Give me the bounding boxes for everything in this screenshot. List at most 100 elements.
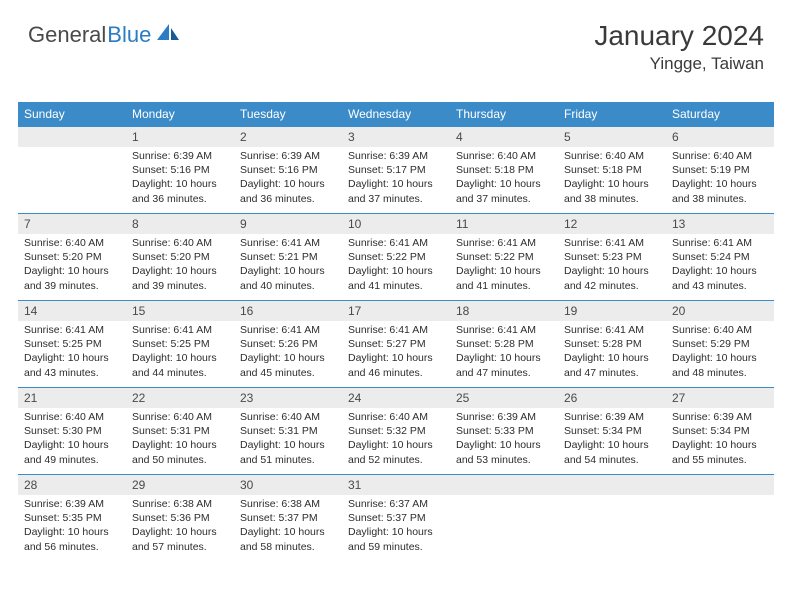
calendar-day-cell xyxy=(666,475,774,561)
day-number: 6 xyxy=(666,127,774,147)
sunset-text: Sunset: 5:18 PM xyxy=(564,163,660,177)
daylight-text: Daylight: 10 hours and 52 minutes. xyxy=(348,438,444,466)
sunset-text: Sunset: 5:22 PM xyxy=(348,250,444,264)
day-details: Sunrise: 6:39 AMSunset: 5:16 PMDaylight:… xyxy=(126,147,234,212)
day-number: 31 xyxy=(342,475,450,495)
day-details: Sunrise: 6:41 AMSunset: 5:28 PMDaylight:… xyxy=(450,321,558,386)
day-details: Sunrise: 6:41 AMSunset: 5:27 PMDaylight:… xyxy=(342,321,450,386)
daylight-text: Daylight: 10 hours and 59 minutes. xyxy=(348,525,444,553)
sunrise-text: Sunrise: 6:40 AM xyxy=(24,410,120,424)
sunset-text: Sunset: 5:30 PM xyxy=(24,424,120,438)
calendar-day-cell: 23Sunrise: 6:40 AMSunset: 5:31 PMDayligh… xyxy=(234,388,342,474)
sunset-text: Sunset: 5:28 PM xyxy=(564,337,660,351)
daylight-text: Daylight: 10 hours and 53 minutes. xyxy=(456,438,552,466)
day-details: Sunrise: 6:41 AMSunset: 5:22 PMDaylight:… xyxy=(342,234,450,299)
day-details: Sunrise: 6:41 AMSunset: 5:21 PMDaylight:… xyxy=(234,234,342,299)
day-details: Sunrise: 6:41 AMSunset: 5:23 PMDaylight:… xyxy=(558,234,666,299)
sunrise-text: Sunrise: 6:41 AM xyxy=(348,323,444,337)
calendar-week-row: 14Sunrise: 6:41 AMSunset: 5:25 PMDayligh… xyxy=(18,300,774,387)
calendar-day-cell: 25Sunrise: 6:39 AMSunset: 5:33 PMDayligh… xyxy=(450,388,558,474)
sunset-text: Sunset: 5:31 PM xyxy=(240,424,336,438)
calendar-day-cell: 29Sunrise: 6:38 AMSunset: 5:36 PMDayligh… xyxy=(126,475,234,561)
calendar-day-cell: 15 Sunrise: 6:41 AMSunset: 5:25 PMDayligh… xyxy=(126,301,234,387)
day-number: 30 xyxy=(234,475,342,495)
day-number xyxy=(450,475,558,495)
day-number: 9 xyxy=(234,214,342,234)
weekday-tuesday: Tuesday xyxy=(234,102,342,126)
daylight-text: Daylight: 10 hours and 55 minutes. xyxy=(672,438,768,466)
sunrise-text: Sunrise: 6:41 AM xyxy=(672,236,768,250)
day-number: 12 xyxy=(558,214,666,234)
daylight-text: Daylight: 10 hours and 40 minutes. xyxy=(240,264,336,292)
day-details: Sunrise: 6:37 AMSunset: 5:37 PMDaylight:… xyxy=(342,495,450,560)
sunrise-text: Sunrise: 6:41 AM xyxy=(24,323,120,337)
calendar-day-cell: 20Sunrise: 6:40 AMSunset: 5:29 PMDayligh… xyxy=(666,301,774,387)
day-number: 24 xyxy=(342,388,450,408)
day-number: 13 xyxy=(666,214,774,234)
sunset-text: Sunset: 5:31 PM xyxy=(132,424,228,438)
weekday-saturday: Saturday xyxy=(666,102,774,126)
sunrise-text: Sunrise: 6:40 AM xyxy=(672,323,768,337)
sunrise-text: Sunrise: 6:39 AM xyxy=(24,497,120,511)
calendar-day-cell: 14Sunrise: 6:41 AMSunset: 5:25 PMDayligh… xyxy=(18,301,126,387)
calendar-day-cell: 30Sunrise: 6:38 AMSunset: 5:37 PMDayligh… xyxy=(234,475,342,561)
calendar-day-cell: 18Sunrise: 6:41 AMSunset: 5:28 PMDayligh… xyxy=(450,301,558,387)
sunrise-text: Sunrise: 6:41 AM xyxy=(132,323,228,337)
calendar-day-cell: 8Sunrise: 6:40 AMSunset: 5:20 PMDaylight… xyxy=(126,214,234,300)
day-details: Sunrise: 6:39 AMSunset: 5:34 PMDaylight:… xyxy=(666,408,774,473)
day-number xyxy=(558,475,666,495)
calendar-week-row: 1Sunrise: 6:39 AMSunset: 5:16 PMDaylight… xyxy=(18,126,774,213)
day-number: 10 xyxy=(342,214,450,234)
sunset-text: Sunset: 5:16 PM xyxy=(240,163,336,177)
sunrise-text: Sunrise: 6:40 AM xyxy=(24,236,120,250)
sunrise-text: Sunrise: 6:41 AM xyxy=(240,323,336,337)
sunset-text: Sunset: 5:25 PM xyxy=(132,337,228,351)
day-number: 8 xyxy=(126,214,234,234)
daylight-text: Daylight: 10 hours and 39 minutes. xyxy=(24,264,120,292)
sunset-text: Sunset: 5:23 PM xyxy=(564,250,660,264)
calendar-day-cell: 21Sunrise: 6:40 AMSunset: 5:30 PMDayligh… xyxy=(18,388,126,474)
day-number: 26 xyxy=(558,388,666,408)
daylight-text: Daylight: 10 hours and 38 minutes. xyxy=(672,177,768,205)
daylight-text: Daylight: 10 hours and 38 minutes. xyxy=(564,177,660,205)
day-number: 1 xyxy=(126,127,234,147)
daylight-text: Daylight: 10 hours and 42 minutes. xyxy=(564,264,660,292)
day-details: Sunrise: 6:39 AMSunset: 5:34 PMDaylight:… xyxy=(558,408,666,473)
calendar-day-cell: 5Sunrise: 6:40 AMSunset: 5:18 PMDaylight… xyxy=(558,127,666,213)
day-details: Sunrise: 6:41 AMSunset: 5:26 PMDaylight:… xyxy=(234,321,342,386)
daylight-text: Daylight: 10 hours and 43 minutes. xyxy=(672,264,768,292)
calendar-day-cell: 2Sunrise: 6:39 AMSunset: 5:16 PMDaylight… xyxy=(234,127,342,213)
sunset-text: Sunset: 5:24 PM xyxy=(672,250,768,264)
day-details: Sunrise: 6:40 AMSunset: 5:18 PMDaylight:… xyxy=(450,147,558,212)
sunrise-text: Sunrise: 6:41 AM xyxy=(564,323,660,337)
day-details: Sunrise: 6:41 AMSunset: 5:28 PMDaylight:… xyxy=(558,321,666,386)
calendar-day-cell: 9Sunrise: 6:41 AMSunset: 5:21 PMDaylight… xyxy=(234,214,342,300)
sunset-text: Sunset: 5:22 PM xyxy=(456,250,552,264)
calendar-day-cell: 7Sunrise: 6:40 AMSunset: 5:20 PMDaylight… xyxy=(18,214,126,300)
calendar-day-cell: 1Sunrise: 6:39 AMSunset: 5:16 PMDaylight… xyxy=(126,127,234,213)
daylight-text: Daylight: 10 hours and 43 minutes. xyxy=(24,351,120,379)
day-number: 29 xyxy=(126,475,234,495)
calendar-week-row: 28Sunrise: 6:39 AMSunset: 5:35 PMDayligh… xyxy=(18,474,774,561)
day-number: 15 xyxy=(126,301,234,321)
day-number: 19 xyxy=(558,301,666,321)
day-details: Sunrise: 6:40 AMSunset: 5:18 PMDaylight:… xyxy=(558,147,666,212)
day-details: Sunrise: 6:40 AMSunset: 5:32 PMDaylight:… xyxy=(342,408,450,473)
daylight-text: Daylight: 10 hours and 39 minutes. xyxy=(132,264,228,292)
sunrise-text: Sunrise: 6:41 AM xyxy=(240,236,336,250)
daylight-text: Daylight: 10 hours and 54 minutes. xyxy=(564,438,660,466)
sunset-text: Sunset: 5:36 PM xyxy=(132,511,228,525)
day-number: 25 xyxy=(450,388,558,408)
sunset-text: Sunset: 5:35 PM xyxy=(24,511,120,525)
day-number xyxy=(18,127,126,147)
day-details: Sunrise: 6:40 AMSunset: 5:20 PMDaylight:… xyxy=(18,234,126,299)
day-number: 18 xyxy=(450,301,558,321)
day-details: Sunrise: 6:41 AMSunset: 5:25 PMDaylight:… xyxy=(18,321,126,386)
calendar-day-cell: 19Sunrise: 6:41 AMSunset: 5:28 PMDayligh… xyxy=(558,301,666,387)
day-details: Sunrise: 6:39 AMSunset: 5:35 PMDaylight:… xyxy=(18,495,126,560)
day-details: Sunrise: 6:41 AMSunset: 5:24 PMDaylight:… xyxy=(666,234,774,299)
sunset-text: Sunset: 5:26 PM xyxy=(240,337,336,351)
sunset-text: Sunset: 5:32 PM xyxy=(348,424,444,438)
daylight-text: Daylight: 10 hours and 44 minutes. xyxy=(132,351,228,379)
calendar-week-row: 21Sunrise: 6:40 AMSunset: 5:30 PMDayligh… xyxy=(18,387,774,474)
